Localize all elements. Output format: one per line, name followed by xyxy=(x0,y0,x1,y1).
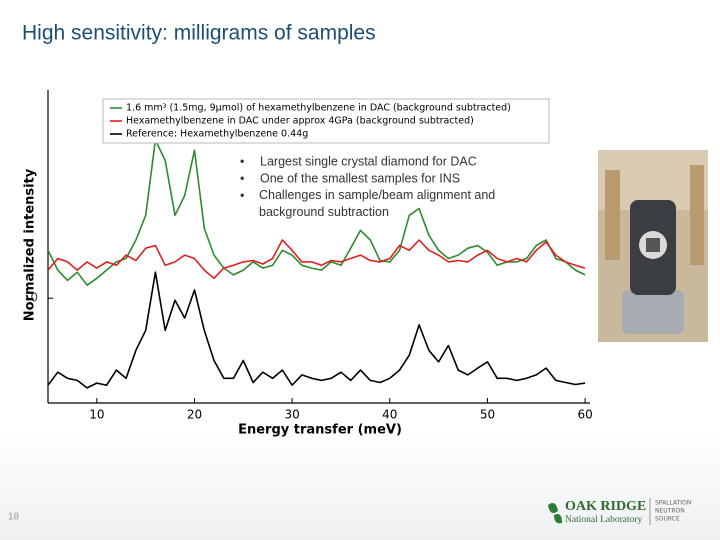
logo: OAK RIDGE National Laboratory SPALLATION… xyxy=(548,498,691,525)
x-axis-label: Energy transfer (meV) xyxy=(238,423,402,438)
logo-division: SOURCE xyxy=(655,516,680,523)
photo-shelf xyxy=(690,165,704,265)
bullet-dot: • xyxy=(240,188,244,202)
y-axis-label: Normalized intensity xyxy=(23,168,38,321)
x-tick-label: 20 xyxy=(187,408,202,422)
bullet-wrap: Challenges in sample/beam alignment and … xyxy=(259,188,496,219)
legend-label: Reference: Hexamethylbenzene 0.44g xyxy=(126,129,308,140)
bullet: Largest single crystal diamond for DAC xyxy=(260,154,477,168)
logo-sub: National Laboratory xyxy=(565,515,643,525)
x-tick-label: 40 xyxy=(382,408,397,422)
legend-box xyxy=(102,98,550,144)
logo-division: SPALLATION xyxy=(655,500,691,507)
x-tick-label: 60 xyxy=(577,408,592,422)
photo xyxy=(598,150,708,342)
bullet: One of the smallest samples for INS xyxy=(260,171,460,185)
chart: 10 20 30 40 50 60 0 Energy transfer (meV) Normal… xyxy=(23,90,593,438)
logo-leaf xyxy=(548,503,562,524)
slide-title: High sensitivity: milligrams of samples xyxy=(22,22,376,45)
bullet: Challenges in sample/beam alignment and … xyxy=(259,188,496,219)
x-tick-label: 50 xyxy=(480,408,495,422)
logo-division: NEUTRON xyxy=(655,508,685,515)
legend-label: 1.6 mm³ (1.5mg, 9μmol) of hexamethylbenz… xyxy=(126,103,511,114)
series-line xyxy=(47,139,586,286)
bullets: • Largest single crystal diamond for DAC… xyxy=(240,154,496,219)
photo-shelf xyxy=(605,170,620,260)
series-line xyxy=(47,239,586,280)
x-tick-label: 10 xyxy=(89,408,104,422)
bullet-dot: • xyxy=(240,154,244,168)
logo-name: OAK RIDGE xyxy=(565,499,646,514)
y-tick-label: 0 xyxy=(30,291,38,305)
photo-core xyxy=(646,238,660,252)
photo-base xyxy=(622,290,684,334)
x-tick-label: 30 xyxy=(285,408,300,422)
page-number: 18 xyxy=(8,512,20,523)
series-line xyxy=(47,271,586,389)
bullet-dot: • xyxy=(240,171,244,185)
legend-label: Hexamethylbenzene in DAC under approx 4G… xyxy=(126,116,474,127)
